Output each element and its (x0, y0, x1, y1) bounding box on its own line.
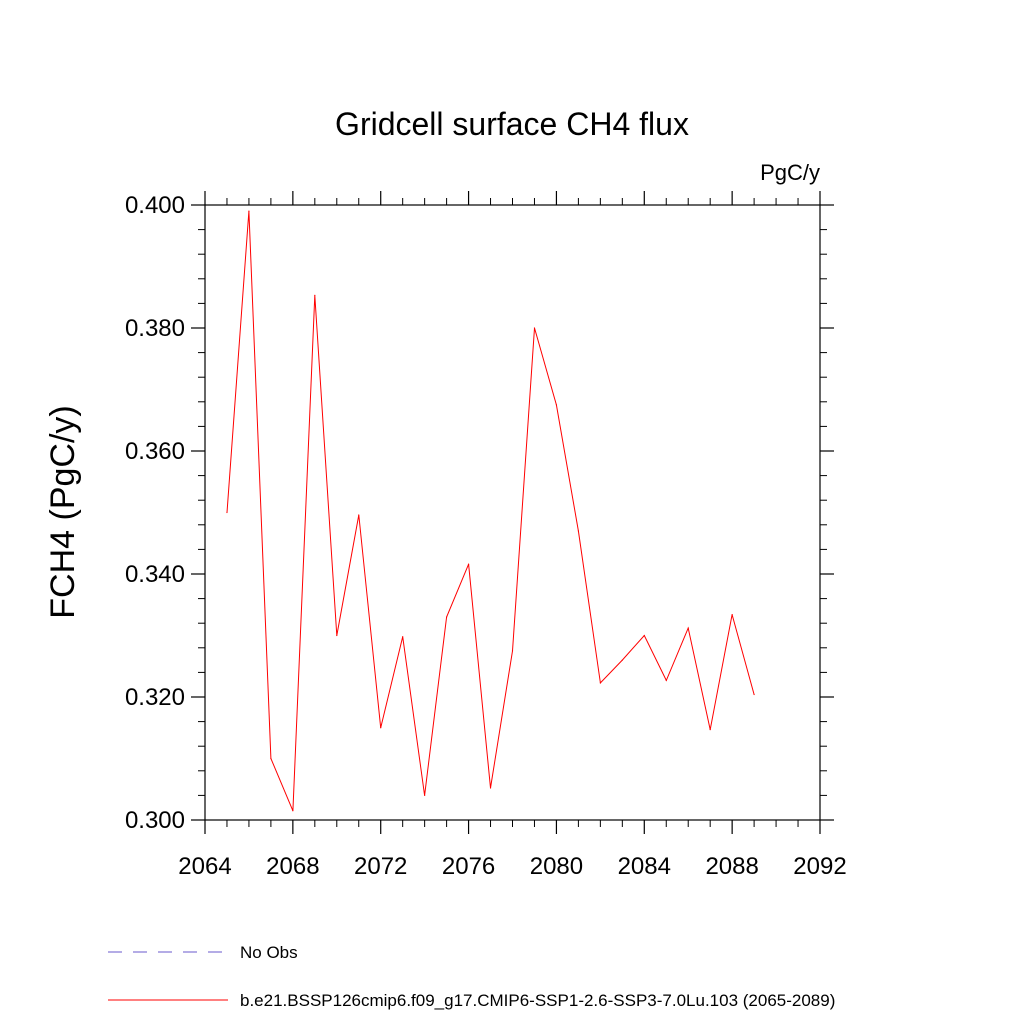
data-point (270, 757, 272, 760)
series-line-0 (226, 211, 755, 811)
y-tick-label: 0.360 (125, 438, 185, 465)
chart-title: Gridcell surface CH4 flux (335, 106, 689, 142)
data-point (643, 634, 645, 637)
y-tick-label: 0.380 (125, 315, 185, 342)
series (226, 210, 755, 812)
x-tick-label: 2072 (354, 853, 407, 880)
data-point (336, 634, 338, 637)
data-point (314, 294, 316, 297)
data-point (709, 728, 711, 731)
data-point (599, 682, 601, 684)
x-tick-label: 2076 (442, 853, 495, 880)
data-point (665, 679, 667, 681)
axes (204, 204, 821, 821)
data-point (226, 511, 228, 514)
data-point (248, 210, 250, 212)
x-tick-label: 2088 (705, 853, 758, 880)
data-point (731, 613, 733, 616)
y-tick-label: 0.400 (125, 192, 185, 219)
y-axis-label: FCH4 (PgC/y) (44, 405, 82, 618)
data-point (380, 727, 382, 729)
y-tick-label: 0.300 (125, 807, 185, 834)
data-point (292, 810, 294, 812)
x-tick-label: 2084 (618, 853, 671, 880)
data-point (555, 404, 558, 406)
units-label: PgC/y (760, 160, 820, 185)
data-point (533, 327, 536, 329)
data-point (621, 659, 623, 661)
legend-label-1: b.e21.BSSP126cmip6.f09_g17.CMIP6-SSP1-2.… (240, 991, 835, 1010)
data-point (402, 636, 404, 638)
x-tick-label: 2080 (530, 853, 583, 880)
data-point (577, 530, 579, 532)
y-tick-label: 0.340 (125, 561, 185, 588)
x-tick-label: 2068 (266, 853, 319, 880)
ticks: 2064 2068 2072 2076 2080 2084 2088 2092 0.300 0.3… (125, 191, 847, 880)
data-point (753, 693, 755, 696)
legend: No Obs b.e21.BSSP126cmip6.f09_g17.CMIP6-S… (108, 943, 835, 1010)
y-tick-label: 0.320 (125, 684, 185, 711)
data-point (467, 563, 470, 565)
data-point (489, 787, 492, 789)
plot-frame (204, 204, 821, 821)
data-point (687, 627, 689, 629)
legend-label-0: No Obs (240, 943, 298, 962)
data-point (446, 616, 448, 618)
x-tick-label: 2064 (178, 853, 231, 880)
data-point (424, 794, 426, 797)
x-tick-label: 2092 (793, 853, 846, 880)
data-point (511, 650, 514, 652)
data-point (358, 514, 360, 516)
